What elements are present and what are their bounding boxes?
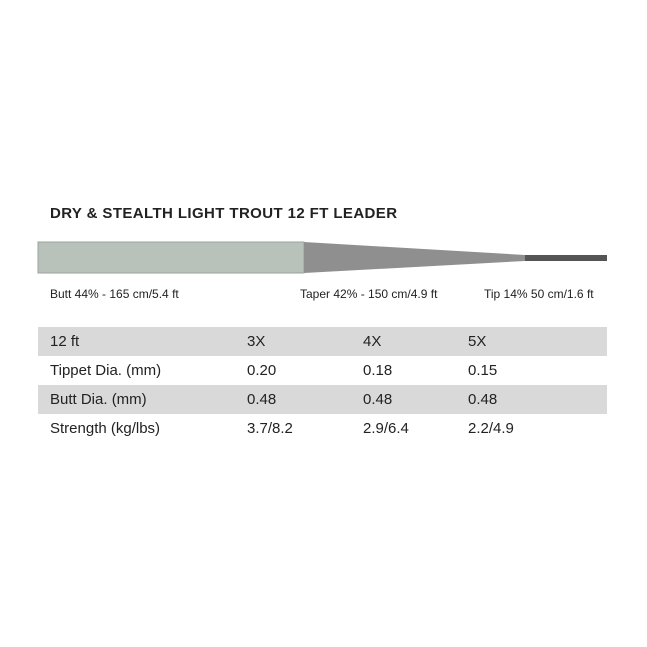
table-header-row: 12 ft 3X 4X 5X xyxy=(38,327,607,356)
cell: 0.18 xyxy=(363,362,393,379)
cell: 2.2/4.9 xyxy=(468,420,514,437)
cell: 0.20 xyxy=(247,362,277,379)
diagram-title: DRY & STEALTH LIGHT TROUT 12 FT LEADER xyxy=(50,205,398,222)
row-label: Tippet Dia. (mm) xyxy=(50,362,162,379)
tip-segment xyxy=(525,255,607,261)
butt-segment xyxy=(37,241,305,274)
taper-label: Taper 42% - 150 cm/4.9 ft xyxy=(300,287,438,301)
spec-table: 12 ft 3X 4X 5X Tippet Dia. (mm) 0.20 0.1… xyxy=(38,327,607,443)
cell: 3.7/8.2 xyxy=(247,420,293,437)
table-row: Tippet Dia. (mm) 0.20 0.18 0.15 xyxy=(38,356,607,385)
table-row: Strength (kg/lbs) 3.7/8.2 2.9/6.4 2.2/4.… xyxy=(38,414,607,443)
cell: 2.9/6.4 xyxy=(363,420,409,437)
table-row: Butt Dia. (mm) 0.48 0.48 0.48 xyxy=(38,385,607,414)
header-cell: 3X xyxy=(247,333,266,350)
row-label: Strength (kg/lbs) xyxy=(50,420,161,437)
header-cell: 5X xyxy=(468,333,487,350)
row-label: Butt Dia. (mm) xyxy=(50,391,147,408)
tip-label: Tip 14% 50 cm/1.6 ft xyxy=(484,287,594,301)
taper-segment xyxy=(304,242,525,273)
cell: 0.48 xyxy=(247,391,277,408)
cell: 0.48 xyxy=(468,391,498,408)
header-cell: 4X xyxy=(363,333,382,350)
cell: 0.48 xyxy=(363,391,393,408)
cell: 0.15 xyxy=(468,362,498,379)
header-cell: 12 ft xyxy=(50,333,80,350)
butt-label: Butt 44% - 165 cm/5.4 ft xyxy=(50,287,179,301)
